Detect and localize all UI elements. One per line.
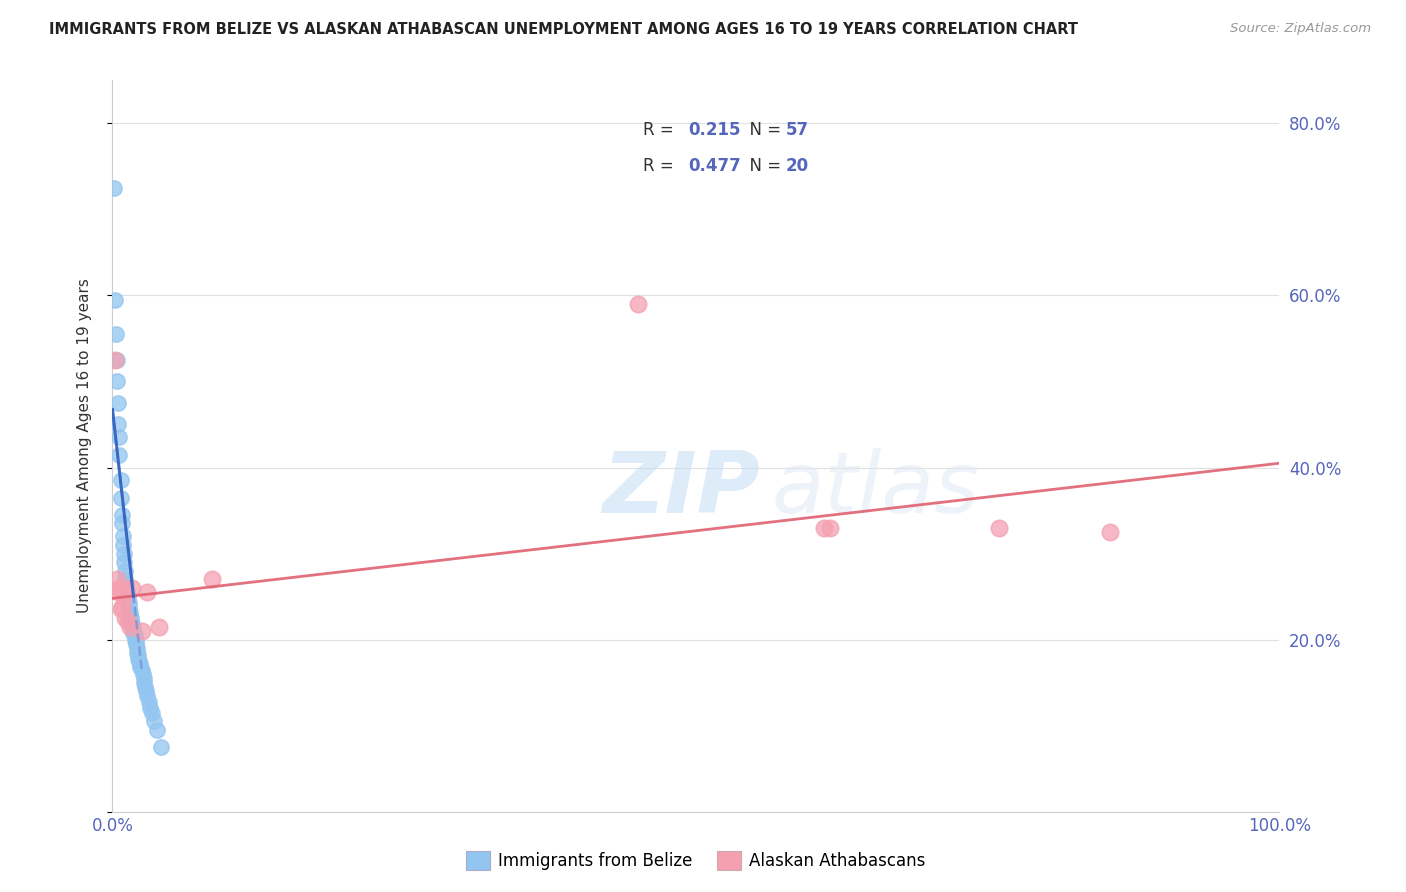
Point bbox=[124, 628, 146, 642]
Point bbox=[818, 521, 841, 535]
Point bbox=[112, 590, 135, 604]
Point bbox=[131, 663, 153, 677]
Text: 57: 57 bbox=[786, 120, 808, 138]
Text: 0.477: 0.477 bbox=[688, 157, 741, 175]
Point bbox=[135, 684, 157, 698]
Y-axis label: Unemployment Among Ages 16 to 19 years: Unemployment Among Ages 16 to 19 years bbox=[77, 278, 91, 614]
Point bbox=[121, 620, 143, 634]
Point bbox=[117, 615, 139, 630]
Point bbox=[104, 293, 127, 307]
Point bbox=[127, 648, 149, 662]
Point bbox=[132, 671, 155, 685]
Point bbox=[115, 576, 138, 591]
Point bbox=[118, 605, 141, 619]
Point bbox=[104, 353, 127, 368]
Point bbox=[111, 538, 134, 552]
Text: 20: 20 bbox=[786, 157, 808, 175]
Point bbox=[110, 491, 132, 505]
Point bbox=[124, 632, 146, 647]
Text: R =: R = bbox=[644, 157, 679, 175]
Point bbox=[120, 614, 142, 628]
Point bbox=[125, 634, 148, 648]
Point bbox=[118, 597, 141, 611]
Point bbox=[111, 581, 134, 595]
Text: Source: ZipAtlas.com: Source: ZipAtlas.com bbox=[1230, 22, 1371, 36]
Point bbox=[105, 353, 128, 368]
Point bbox=[118, 608, 141, 623]
Point bbox=[128, 654, 150, 668]
Point bbox=[148, 620, 170, 634]
Point bbox=[131, 624, 153, 638]
Point bbox=[118, 599, 141, 614]
Point bbox=[129, 660, 152, 674]
Text: R =: R = bbox=[644, 120, 679, 138]
Point bbox=[112, 555, 135, 569]
Point bbox=[111, 508, 134, 522]
Point bbox=[110, 602, 132, 616]
Point bbox=[627, 297, 650, 311]
Text: N =: N = bbox=[740, 120, 786, 138]
Point bbox=[114, 573, 136, 587]
Text: 0.215: 0.215 bbox=[688, 120, 741, 138]
Point bbox=[105, 375, 128, 389]
Point bbox=[136, 689, 159, 703]
Text: ZIP: ZIP bbox=[603, 449, 761, 532]
Point bbox=[111, 529, 134, 543]
Point bbox=[108, 581, 131, 595]
Text: IMMIGRANTS FROM BELIZE VS ALASKAN ATHABASCAN UNEMPLOYMENT AMONG AGES 16 TO 19 YE: IMMIGRANTS FROM BELIZE VS ALASKAN ATHABA… bbox=[49, 22, 1078, 37]
Point bbox=[115, 582, 138, 597]
Point bbox=[117, 591, 139, 606]
Point bbox=[108, 448, 131, 462]
Point bbox=[110, 474, 132, 488]
Text: N =: N = bbox=[740, 157, 786, 175]
Point bbox=[120, 611, 142, 625]
Point bbox=[132, 667, 155, 681]
Point bbox=[111, 516, 134, 531]
Point bbox=[111, 599, 134, 614]
Point bbox=[1099, 524, 1122, 539]
Point bbox=[138, 695, 160, 709]
Point bbox=[125, 637, 148, 651]
Point bbox=[813, 521, 835, 535]
Point bbox=[114, 564, 136, 578]
Point bbox=[122, 622, 145, 636]
Text: atlas: atlas bbox=[772, 449, 980, 532]
Point bbox=[108, 430, 131, 444]
Point bbox=[118, 620, 141, 634]
Point bbox=[121, 617, 143, 632]
Point bbox=[114, 611, 136, 625]
Point bbox=[105, 573, 128, 587]
Point bbox=[136, 585, 159, 599]
Point bbox=[125, 646, 148, 660]
Point bbox=[107, 417, 129, 432]
Point bbox=[125, 641, 148, 656]
Point bbox=[139, 701, 162, 715]
Point bbox=[132, 675, 155, 690]
Point bbox=[104, 327, 127, 342]
Point bbox=[112, 547, 135, 561]
Point bbox=[201, 573, 224, 587]
Point bbox=[150, 740, 173, 755]
Point bbox=[988, 521, 1011, 535]
Point bbox=[129, 657, 152, 671]
Point bbox=[127, 651, 149, 665]
Point bbox=[141, 706, 163, 720]
Point bbox=[122, 625, 145, 640]
Point bbox=[117, 588, 139, 602]
Point bbox=[115, 582, 138, 597]
Point bbox=[107, 396, 129, 410]
Point bbox=[134, 680, 156, 694]
Point bbox=[103, 181, 125, 195]
Point bbox=[143, 714, 166, 729]
Point bbox=[107, 585, 129, 599]
Legend: Immigrants from Belize, Alaskan Athabascans: Immigrants from Belize, Alaskan Athabasc… bbox=[460, 844, 932, 877]
Point bbox=[146, 723, 169, 737]
Point bbox=[121, 581, 143, 595]
